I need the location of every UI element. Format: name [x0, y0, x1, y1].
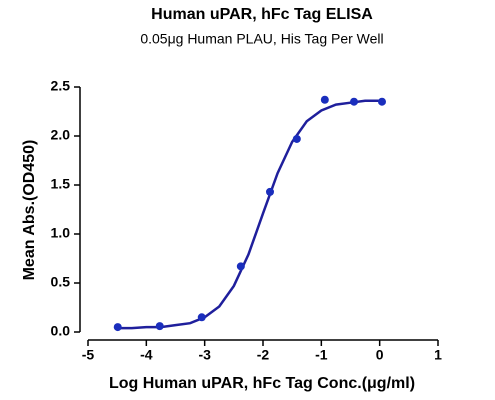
y-tick-label: 2.0	[51, 127, 71, 143]
x-tick-label: -3	[198, 347, 211, 363]
data-point	[266, 187, 274, 196]
chart-subtitle: 0.05μg Human PLAU, His Tag Per Well	[140, 31, 383, 47]
y-axis-title: Mean Abs.(OD450)	[21, 140, 38, 281]
x-tick-label: 1	[434, 347, 442, 363]
y-tick-label: 1.5	[51, 176, 71, 192]
x-tick-label: -4	[140, 347, 153, 363]
data-point	[350, 97, 358, 106]
y-tick-label: 2.5	[51, 78, 71, 94]
data-point	[320, 95, 329, 104]
data-point	[155, 322, 164, 331]
chart-title: Human uPAR, hFc Tag ELISA	[151, 6, 373, 23]
x-tick-label: 0	[376, 347, 384, 363]
y-tick-label: 1.0	[51, 225, 71, 241]
y-tick-label: 0.5	[51, 274, 71, 290]
x-axis-title: Log Human uPAR, hFc Tag Conc.(μg/ml)	[109, 375, 415, 392]
x-tick-label: -2	[257, 347, 270, 363]
y-tick-label: 0.0	[51, 323, 71, 339]
data-point	[292, 134, 301, 143]
x-tick-label: -1	[315, 347, 328, 363]
data-point	[113, 323, 122, 332]
data-point	[378, 97, 386, 106]
data-point	[197, 313, 206, 322]
fit-curve	[117, 99, 383, 330]
x-tick-label: -5	[82, 347, 95, 363]
data-point	[236, 262, 245, 271]
